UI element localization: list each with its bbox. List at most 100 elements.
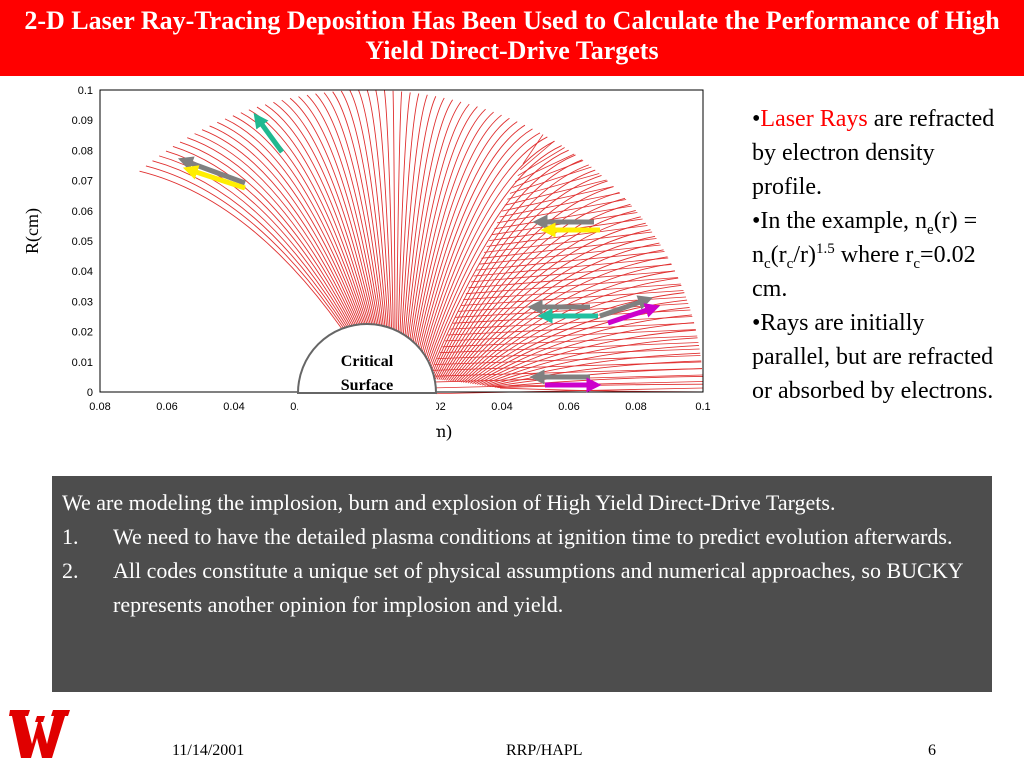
- ray: [395, 91, 403, 379]
- ray: [463, 283, 681, 300]
- ray: [404, 103, 470, 379]
- ray: [473, 257, 669, 277]
- text: We need to have the detailed plasma cond…: [113, 524, 953, 549]
- y-tick-label: 0.05: [72, 236, 93, 248]
- ray: [463, 277, 679, 383]
- ray: [517, 147, 565, 177]
- annotation: Surface: [341, 377, 393, 394]
- ray: [306, 94, 388, 381]
- text: are refracted by electron density profil…: [752, 106, 995, 200]
- ray: [456, 256, 668, 382]
- ray: [494, 205, 632, 230]
- ray: [442, 335, 698, 348]
- ray: [502, 186, 614, 212]
- bullet: •In the example, ne(r) = nc(rc/r)1.5 whe…: [752, 204, 1006, 306]
- ray: [431, 361, 702, 371]
- ray: [483, 231, 653, 253]
- ray: [424, 154, 576, 379]
- ray: [421, 145, 562, 379]
- ray: [409, 114, 502, 379]
- ray: [442, 210, 636, 381]
- superscript: 1.5: [815, 241, 835, 257]
- ray: [431, 175, 602, 380]
- ray: [419, 140, 555, 379]
- ray-figure: 0.10.090.080.070.060.050.040.030.020.010…: [22, 85, 711, 453]
- ray: [460, 290, 684, 306]
- ray: [432, 180, 608, 380]
- ray: [402, 99, 454, 379]
- ray: [298, 96, 387, 381]
- text: /r): [793, 242, 816, 268]
- ray: [468, 270, 675, 289]
- ray: [408, 111, 494, 379]
- ray: [405, 106, 478, 379]
- ray: [315, 93, 389, 381]
- ray: [522, 134, 544, 165]
- text: (r: [770, 242, 787, 268]
- ray: [396, 92, 411, 379]
- ray: [478, 244, 661, 265]
- ray: [399, 96, 437, 379]
- ray: [484, 345, 700, 386]
- ray: [383, 90, 395, 379]
- y-tick-label: 0: [87, 387, 93, 399]
- ray: [481, 238, 657, 259]
- ray: [434, 355, 701, 365]
- ray: [358, 89, 393, 380]
- cover: [298, 393, 436, 453]
- text: (r) = n: [752, 208, 978, 268]
- list-item: 1. We need to have the detailed plasma co…: [62, 520, 972, 554]
- ray: [375, 89, 394, 380]
- ray: [486, 352, 701, 387]
- ray: [476, 251, 665, 271]
- y-tick-label: 0.1: [78, 85, 93, 97]
- ray: [496, 199, 627, 224]
- ray: [323, 92, 389, 381]
- ray: [444, 329, 696, 342]
- ray: [486, 225, 648, 247]
- text: •In the example, n: [752, 208, 928, 234]
- logo: [9, 710, 70, 758]
- bullet-list: •Laser Rays are refracted by electron de…: [752, 102, 1006, 408]
- ray: [427, 164, 589, 379]
- y-tick-label: 0.07: [72, 176, 93, 188]
- ray: [454, 249, 664, 382]
- ray: [421, 387, 703, 395]
- bullet: •Laser Rays are refracted by electron de…: [752, 102, 1006, 204]
- ray: [504, 179, 607, 206]
- rays: [139, 89, 704, 395]
- ray: [398, 94, 428, 379]
- y-axis-label: R(cm): [22, 208, 43, 254]
- y-tick-label: 0.04: [72, 266, 93, 278]
- x-tick-label: 0.04: [491, 401, 512, 413]
- ray: [438, 197, 626, 380]
- logo-w: [9, 710, 70, 758]
- ray: [467, 292, 685, 384]
- footer-source: RRP/HAPL: [506, 742, 583, 759]
- intro: We are modeling the implosion, burn and …: [62, 490, 836, 515]
- ray: [446, 222, 646, 381]
- ray: [509, 166, 592, 194]
- ray: [412, 121, 518, 379]
- ray: [415, 128, 533, 379]
- annotation: Critical: [341, 353, 394, 370]
- y-tick-label: 0.03: [72, 296, 93, 308]
- slide-title: 2-D Laser Ray-Tracing Deposition Has Bee…: [0, 0, 1024, 76]
- ray: [489, 360, 702, 387]
- subscript: c: [786, 255, 794, 272]
- subscript: c: [764, 255, 771, 272]
- ray: [452, 242, 660, 382]
- text: where r: [834, 242, 914, 268]
- ray: [479, 329, 696, 386]
- text: =0.02 cm.: [752, 242, 976, 302]
- ray: [440, 203, 631, 381]
- y-tick-label: 0.02: [72, 327, 93, 339]
- ray: [332, 91, 390, 381]
- ray: [437, 348, 700, 359]
- footer-date: 11/14/2001: [172, 742, 245, 759]
- ray: [392, 90, 396, 379]
- ray: [439, 342, 699, 354]
- y-tick-label: 0.08: [72, 145, 93, 157]
- x-tick-label: 0.08: [625, 401, 646, 413]
